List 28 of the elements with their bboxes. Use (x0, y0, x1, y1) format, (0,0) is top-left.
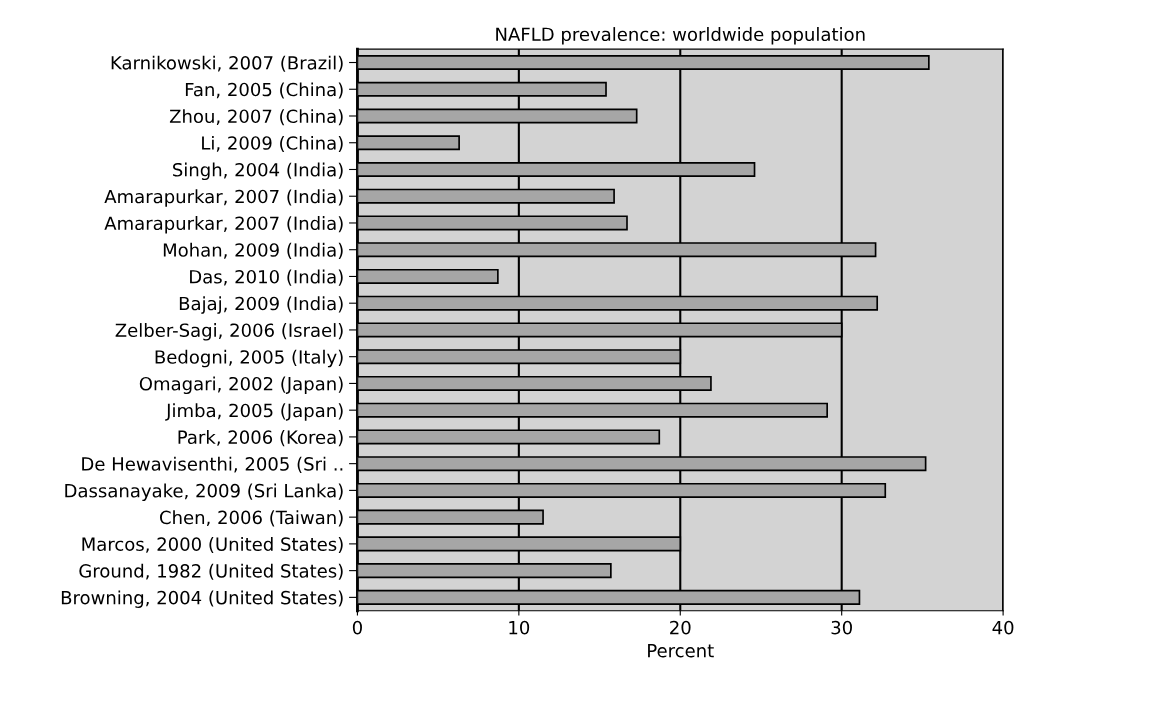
x-tick-label: 0 (352, 620, 362, 635)
y-tick-label: Ground, 1982 (United States) (79, 563, 343, 580)
y-tick-label: Browning, 2004 (United States) (61, 590, 343, 608)
y-tick-label: Mohan, 2009 (India) (163, 242, 343, 259)
y-tick-label: De Hewavisenthi, 2005 (Sri .. (82, 456, 343, 473)
y-tick-label: Zhou, 2007 (China) (169, 109, 343, 126)
x-axis-title: Percent (648, 644, 714, 658)
y-tick-label: Jimba, 2005 (Japan) (165, 403, 343, 421)
y-tick-label: Karnikowski, 2007 (Brazil) (111, 55, 343, 72)
y-tick-label: Marcos, 2000 (United States) (82, 537, 343, 554)
y-tick-label: Bedogni, 2005 (Italy) (155, 349, 343, 368)
y-tick-label: Singh, 2004 (India) (173, 162, 343, 181)
x-tick-label: 20 (670, 620, 691, 635)
x-tick-label: 30 (831, 620, 852, 635)
y-tick-label: Park, 2006 (Korea) (178, 430, 343, 447)
y-tick-label: Amarapurkar, 2007 (India) (104, 189, 343, 207)
y-tick-label: Chen, 2006 (Taiwan) (159, 510, 343, 527)
x-tick-label: 40 (992, 620, 1014, 635)
y-tick-label: Omagari, 2002 (Japan) (139, 376, 343, 395)
y-tick-label: Das, 2010 (India) (190, 269, 343, 286)
y-tick-label: Dassanayake, 2009 (Sri Lanka) (65, 483, 343, 502)
y-tick-label: Zelber-Sagi, 2006 (Israel) (115, 323, 343, 341)
x-tick-label: 10 (509, 620, 530, 635)
y-tick-label: Bajaj, 2009 (India) (179, 296, 343, 314)
y-tick-label: Fan, 2005 (China) (185, 82, 343, 99)
y-tick-label: Li, 2009 (China) (202, 135, 343, 152)
y-tick-label: Amarapurkar, 2007 (India) (104, 216, 343, 234)
chart-title: NAFLD prevalence: worldwide population (496, 27, 865, 45)
